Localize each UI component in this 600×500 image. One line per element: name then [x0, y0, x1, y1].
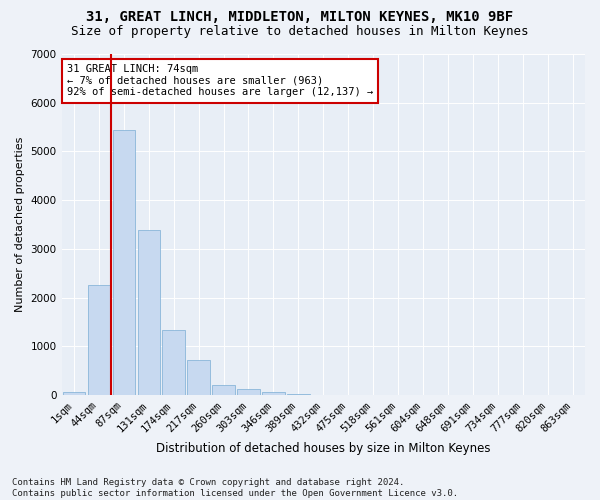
Text: Size of property relative to detached houses in Milton Keynes: Size of property relative to detached ho… — [71, 25, 529, 38]
Y-axis label: Number of detached properties: Number of detached properties — [15, 137, 25, 312]
Text: Contains HM Land Registry data © Crown copyright and database right 2024.
Contai: Contains HM Land Registry data © Crown c… — [12, 478, 458, 498]
Bar — [63, 392, 85, 395]
Bar — [187, 360, 210, 395]
Bar — [212, 386, 235, 395]
Bar — [287, 394, 310, 395]
Bar — [237, 390, 260, 395]
Bar — [262, 392, 284, 395]
Text: 31 GREAT LINCH: 74sqm
← 7% of detached houses are smaller (963)
92% of semi-deta: 31 GREAT LINCH: 74sqm ← 7% of detached h… — [67, 64, 373, 98]
Title: 31, GREAT LINCH, MIDDLETON, MILTON KEYNES, MK10 9BF: 31, GREAT LINCH, MIDDLETON, MILTON KEYNE… — [0, 499, 1, 500]
Bar — [163, 330, 185, 395]
Bar — [113, 130, 135, 395]
Text: 31, GREAT LINCH, MIDDLETON, MILTON KEYNES, MK10 9BF: 31, GREAT LINCH, MIDDLETON, MILTON KEYNE… — [86, 10, 514, 24]
X-axis label: Distribution of detached houses by size in Milton Keynes: Distribution of detached houses by size … — [156, 442, 491, 455]
Bar — [88, 285, 110, 395]
Bar — [137, 230, 160, 395]
